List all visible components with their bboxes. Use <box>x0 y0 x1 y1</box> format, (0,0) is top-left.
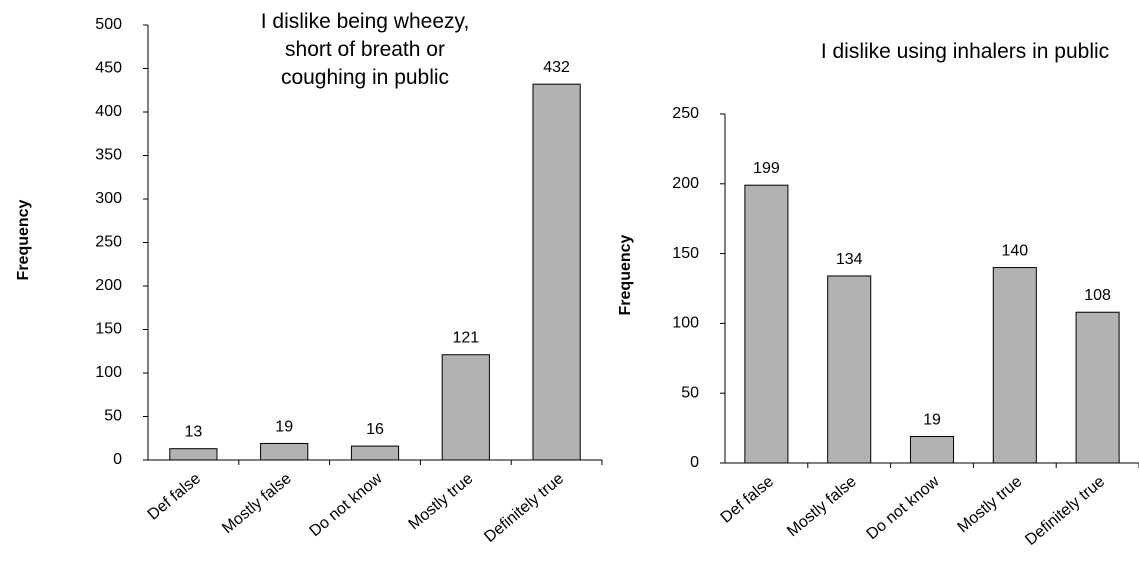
x-tick-label: Do not know <box>307 470 386 540</box>
y-tick-label: 250 <box>672 105 699 122</box>
y-tick-label: 200 <box>95 277 122 294</box>
y-tick-label: 350 <box>95 147 122 164</box>
bar <box>441 354 490 461</box>
x-tick-label: Mostly true <box>406 470 477 533</box>
value-label: 19 <box>275 418 293 435</box>
value-label: 121 <box>452 330 479 347</box>
bar <box>260 442 309 461</box>
bar <box>909 435 955 464</box>
chart-title: I dislike being wheezy, short of breath … <box>260 10 470 89</box>
bar <box>169 448 218 461</box>
bar <box>532 83 581 461</box>
x-tick-label: Def false <box>718 473 777 527</box>
x-tick-label: Mostly false <box>219 470 295 537</box>
y-axis-label: Frequency <box>617 234 634 315</box>
y-tick-label: 50 <box>681 384 699 401</box>
y-tick-label: 50 <box>104 408 122 425</box>
y-tick-label: 500 <box>95 16 122 33</box>
y-tick-label: 200 <box>672 175 699 192</box>
x-tick-label: Definitely true <box>1022 473 1108 549</box>
x-tick-label: Mostly false <box>784 473 860 540</box>
value-label: 108 <box>1084 287 1111 304</box>
x-tick-label: Do not know <box>864 473 943 543</box>
value-label: 140 <box>1001 243 1028 260</box>
y-tick-label: 400 <box>95 103 122 120</box>
y-tick-label: 0 <box>113 451 122 468</box>
y-tick-label: 450 <box>95 60 122 77</box>
y-tick-label: 0 <box>690 454 699 471</box>
bar <box>744 184 789 464</box>
bar <box>827 275 872 464</box>
value-label: 13 <box>185 424 203 441</box>
bar <box>992 267 1037 464</box>
value-label: 432 <box>543 59 570 76</box>
value-label: 16 <box>366 421 384 438</box>
x-tick-label: Def false <box>145 470 204 524</box>
x-tick-label: Definitely true <box>481 470 567 546</box>
value-label: 134 <box>836 251 863 268</box>
y-tick-label: 100 <box>672 315 699 332</box>
x-tick-label: Mostly true <box>955 473 1026 536</box>
y-tick-label: 250 <box>95 234 122 251</box>
y-axis-label: Frequency <box>15 199 32 280</box>
bar <box>1075 311 1120 464</box>
value-label: 199 <box>753 160 780 177</box>
bar <box>350 445 400 461</box>
y-tick-label: 150 <box>95 321 122 338</box>
chart-title: I dislike using inhalers in public <box>820 40 1110 63</box>
y-tick-label: 300 <box>95 190 122 207</box>
y-tick-label: 150 <box>672 245 699 262</box>
y-tick-label: 100 <box>95 364 122 381</box>
value-label: 19 <box>923 411 941 428</box>
